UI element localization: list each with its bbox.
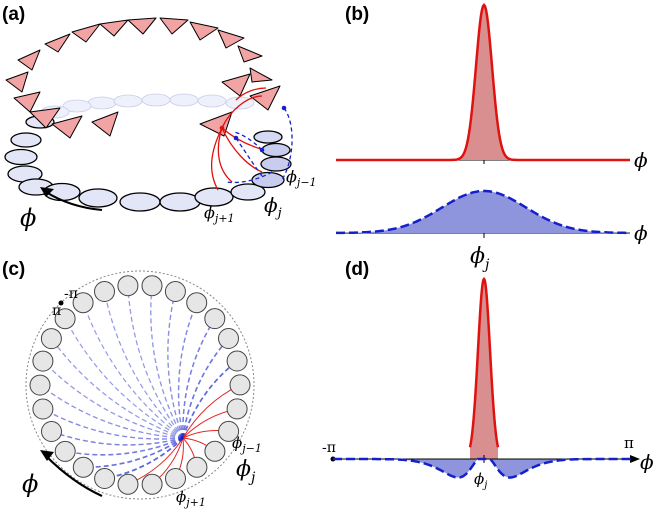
- inhibitory-profile-curve-b: [336, 189, 630, 235]
- neuron-node: [94, 281, 115, 302]
- neuron-node: [41, 421, 62, 442]
- panel-a: (a): [2, 4, 317, 232]
- phi-j-label-b: ϕj: [470, 244, 490, 273]
- phi-j-label-a: ϕj: [264, 193, 282, 221]
- panel-b-label: (b): [345, 4, 369, 25]
- axis-d-arrowhead: [630, 455, 640, 463]
- neuron-node: [141, 473, 163, 495]
- rotation-arrow-c: [45, 455, 103, 498]
- panel-c: (c) π -π ϕ ϕj−1 ϕj ϕj+1: [2, 259, 262, 509]
- connection-line: [150, 285, 184, 439]
- excitatory-profile-curve-b: [336, 3, 630, 162]
- connection-line: [182, 360, 238, 439]
- minus-pi-label-d: -π: [322, 440, 336, 456]
- phi-jp1-label-c: ϕj+1: [176, 488, 206, 509]
- phi-jm1-label-a: ϕj−1: [286, 167, 317, 189]
- rotation-arrow-c-head: [40, 450, 54, 461]
- connection-line: [64, 318, 184, 439]
- neuron-node: [29, 374, 51, 396]
- connection-line: [65, 437, 184, 456]
- connection-line: [42, 408, 184, 440]
- neuron-node: [165, 468, 186, 489]
- connection-line: [127, 285, 184, 439]
- neuron-node: [40, 328, 62, 350]
- neuron-node: [226, 398, 248, 420]
- phi-label-c: ϕ: [22, 470, 38, 498]
- neuron-node: [186, 292, 208, 314]
- neuron-node: [117, 275, 139, 297]
- panel-c-label: (c): [2, 259, 25, 280]
- connection-line: [83, 437, 184, 469]
- neuron-node: [72, 456, 94, 478]
- rotation-arrow-a: [45, 191, 103, 211]
- phi-label-a: ϕ: [20, 204, 36, 232]
- panel-b: (b) ϕ ϕ ϕj: [336, 3, 648, 273]
- neuron-node: [218, 420, 240, 442]
- outer-ring-c: [25, 270, 255, 500]
- connection-line: [51, 430, 184, 446]
- neuron-node: [229, 374, 251, 396]
- inhibitory-profile-fill-b: [336, 191, 630, 233]
- neuron-node: [32, 398, 54, 420]
- pi-label-c: π: [52, 303, 61, 319]
- connections-c: [39, 285, 241, 485]
- phi-axis-label-b-bottom: ϕ: [634, 221, 648, 245]
- neuron-ring-c: [29, 275, 251, 495]
- neuron-node: [117, 473, 139, 495]
- connections-a: [210, 87, 293, 191]
- panel-d-label: (d): [345, 259, 369, 280]
- neuron-node: [72, 292, 94, 314]
- minus-pi-label-c: -π: [64, 286, 78, 302]
- phi-axis-label-b-top: ϕ: [634, 148, 648, 172]
- phi-jp1-label-a: ϕj+1: [204, 203, 235, 225]
- neuron-node: [32, 350, 54, 372]
- excitatory-ring: [5, 17, 281, 139]
- panel-d: (d) -π π ϕ ϕj: [322, 259, 654, 491]
- phi-jm1-label-c: ϕj−1: [232, 434, 262, 455]
- neuron-node: [141, 275, 163, 297]
- excitatory-profile-curve-d: [468, 277, 500, 448]
- connection-line: [82, 302, 184, 439]
- connection-line: [182, 318, 216, 439]
- neuron-node: [94, 468, 116, 489]
- connection-line: [39, 384, 184, 439]
- boundary-point-c: [58, 300, 64, 306]
- connection-line: [177, 302, 198, 439]
- phi-axis-label-d: ϕ: [640, 450, 654, 474]
- neuron-node: [218, 328, 239, 349]
- neuron-node: [226, 350, 248, 372]
- connection-line: [167, 291, 184, 439]
- connection-line: [42, 360, 184, 439]
- neuron-node: [204, 308, 226, 330]
- phi-j-label-d: ϕj: [474, 470, 487, 491]
- inhibitory-ring-back: [40, 93, 255, 119]
- excitatory-profile-fill-d: [470, 279, 498, 459]
- neuron-node: [204, 440, 226, 462]
- connection-line: [182, 337, 230, 439]
- neuron-node: [54, 308, 76, 330]
- connection-endpoints-a: [219, 105, 287, 153]
- neuron-node: [164, 281, 186, 302]
- panel-a-label: (a): [2, 4, 25, 25]
- phi-j-label-c: ϕj: [236, 457, 256, 486]
- pi-label-d: π: [624, 434, 634, 452]
- neuron-node: [54, 440, 76, 462]
- rotation-arrow-a-head: [40, 187, 54, 197]
- neuron-node: [186, 456, 208, 478]
- inhibitory-profile-curve-d: [333, 457, 632, 479]
- excitatory-profile-fill-b: [336, 5, 630, 160]
- connection-line: [103, 291, 184, 439]
- connection-line: [50, 338, 184, 439]
